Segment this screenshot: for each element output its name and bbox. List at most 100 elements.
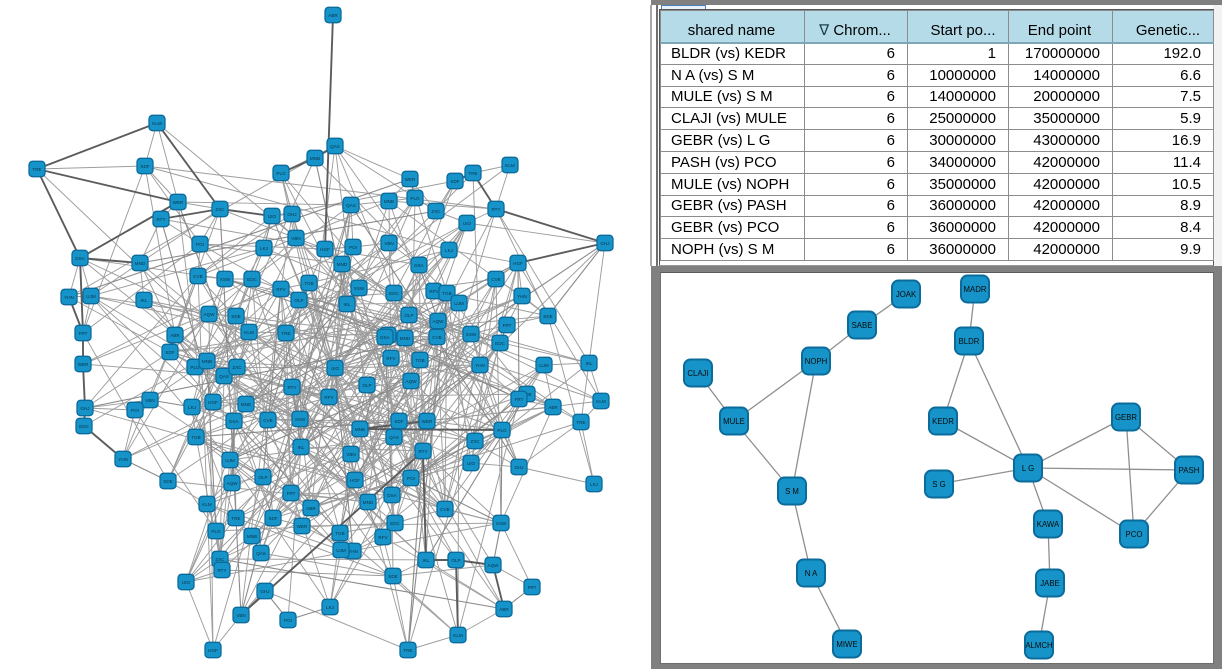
svg-text:KLM: KLM [505,163,515,168]
svg-text:TGB: TGB [304,281,313,286]
svg-text:MND: MND [400,336,411,341]
svg-text:WER: WER [405,177,416,182]
svg-text:IKL: IKL [586,361,593,366]
svg-text:ABR: ABR [328,13,338,18]
svg-text:MND: MND [135,261,146,266]
svg-text:N A: N A [805,569,818,578]
svg-text:KAWA: KAWA [1037,520,1060,529]
svg-text:MNB: MNB [310,156,320,161]
svg-text:TGB: TGB [415,358,424,363]
svg-text:KLM: KLM [202,502,212,507]
svg-text:FRT: FRT [287,491,296,496]
svg-text:FRT: FRT [528,585,537,590]
svg-text:MND: MND [241,402,252,407]
svg-text:OLP: OLP [294,298,303,303]
svg-text:POI: POI [131,408,139,413]
svg-text:OLP: OLP [451,558,460,563]
svg-text:SDF: SDF [268,516,277,521]
svg-text:AQW: AQW [488,563,500,568]
svg-text:GEBR: GEBR [1115,413,1137,422]
svg-text:EDC: EDC [390,521,400,526]
svg-text:S G: S G [932,480,945,489]
svg-text:PLO: PLO [211,529,221,534]
svg-text:SDE: SDE [231,314,240,319]
svg-text:IKL: IKL [141,298,148,303]
svg-text:AQW: AQW [406,379,418,384]
svg-text:HGF: HGF [208,648,218,653]
svg-text:CVB: CVB [193,274,202,279]
svg-text:AQW: AQW [204,312,216,317]
svg-text:IKL: IKL [344,302,351,307]
svg-text:OLP: OLP [404,313,413,318]
svg-text:QAS: QAS [346,203,356,208]
svg-text:WER: WER [422,419,433,424]
svg-text:LKJ: LKJ [590,482,598,487]
svg-text:RFV: RFV [276,287,286,292]
svg-text:AQW: AQW [433,319,445,324]
svg-text:GHJ: GHJ [287,212,296,217]
svg-text:HGF: HGF [513,261,523,266]
svg-text:YHN: YHN [475,363,485,368]
svg-text:ALMCH: ALMCH [1025,641,1052,650]
svg-text:MADR: MADR [964,285,987,294]
svg-text:BLDR: BLDR [959,337,980,346]
svg-text:AQW: AQW [227,481,239,486]
svg-text:QAS: QAS [219,374,229,379]
svg-text:RFV: RFV [386,356,396,361]
svg-text:CVB: CVB [432,335,441,340]
svg-text:OLP: OLP [258,475,267,480]
svg-text:LKJ: LKJ [445,248,453,253]
svg-text:CLAJI: CLAJI [687,369,708,378]
svg-text:YHN: YHN [64,295,74,300]
svg-text:YHN: YHN [348,549,358,554]
svg-text:MNB: MNB [202,359,212,364]
svg-text:WER: WER [78,362,89,367]
svg-text:TRE: TRE [231,516,240,521]
svg-text:KLM: KLM [152,121,162,126]
svg-text:VBN: VBN [236,613,245,618]
svg-text:VBN: VBN [384,241,393,246]
svg-text:SDF: SDF [140,164,149,169]
svg-text:JOAK: JOAK [896,290,917,299]
svg-text:RFV: RFV [429,289,439,294]
svg-text:CVB: CVB [440,507,449,512]
svg-text:SDE: SDE [543,314,552,319]
svg-text:TRE: TRE [403,648,412,653]
svg-text:PASH: PASH [1179,466,1200,475]
svg-text:SABE: SABE [852,321,873,330]
svg-text:PLO: PLO [497,428,507,433]
svg-text:RTY: RTY [156,217,165,222]
svg-text:TRE: TRE [576,420,585,425]
svg-text:POI: POI [284,618,292,623]
svg-text:MND: MND [363,500,374,505]
svg-text:UJM: UJM [86,294,96,299]
svg-text:LKJ: LKJ [326,605,334,610]
svg-text:XSW: XSW [496,521,507,526]
svg-text:MNB: MNB [355,427,365,432]
svg-text:UJM: UJM [336,548,346,553]
svg-text:KEDR: KEDR [932,417,954,426]
svg-text:HGF: HGF [208,400,218,405]
svg-text:DSA: DSA [380,335,390,340]
svg-text:UIO: UIO [268,214,277,219]
svg-text:GHJ: GHJ [600,241,609,246]
svg-text:TGB: TGB [335,531,344,536]
svg-text:GHJ: GHJ [260,589,269,594]
svg-text:XSW: XSW [220,277,231,282]
svg-text:VBN: VBN [346,452,355,457]
svg-text:CVB: CVB [491,277,500,282]
svg-text:KLM: KLM [453,633,463,638]
svg-text:TRE: TRE [281,331,290,336]
svg-text:RTY: RTY [217,568,226,573]
svg-text:POI: POI [407,476,415,481]
svg-text:XSW: XSW [354,286,365,291]
svg-text:RTY: RTY [287,385,296,390]
svg-text:FRT: FRT [503,323,512,328]
svg-text:IKL: IKL [298,445,305,450]
svg-text:GHJ: GHJ [514,465,523,470]
svg-text:KLM: KLM [244,330,254,335]
svg-text:ZXC: ZXC [215,557,225,562]
svg-text:ZXC: ZXC [431,209,441,214]
svg-text:PLO: PLO [190,365,200,370]
svg-text:SDE: SDE [163,479,172,484]
